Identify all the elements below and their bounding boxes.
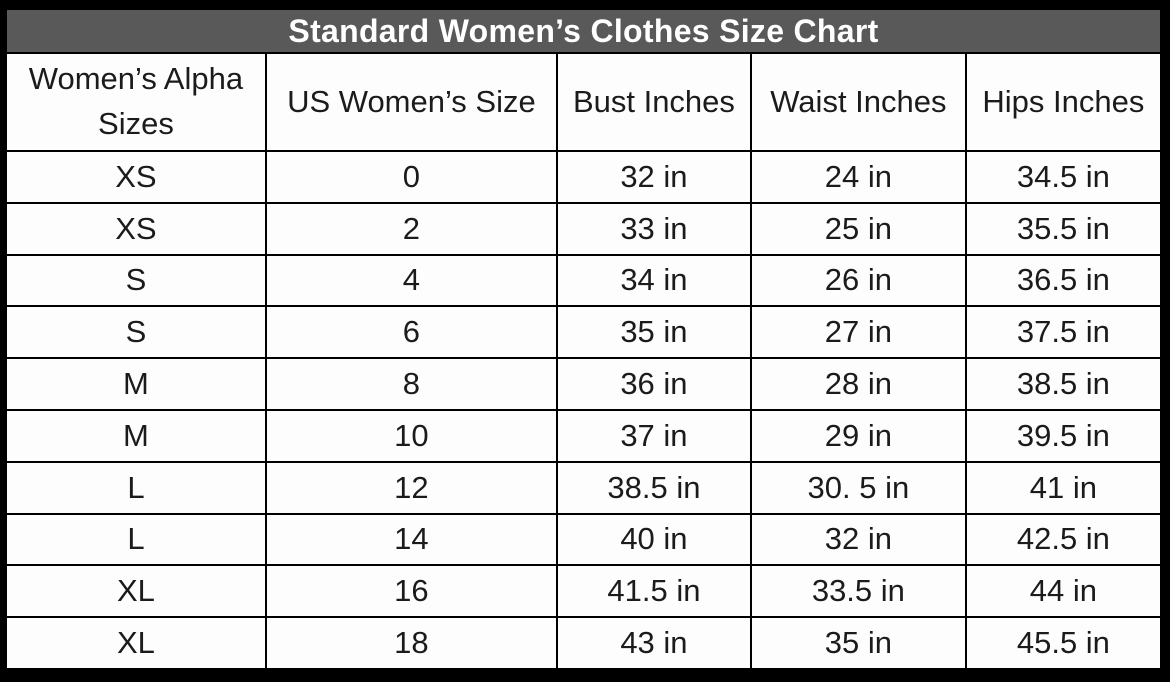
column-header-hips: Hips Inches [964, 52, 1163, 152]
cell-alpha-size: XS [5, 201, 267, 256]
table-row: XS 0 32 in 24 in 34.5 in [5, 150, 1163, 204]
cell-bust: 38.5 in [555, 460, 752, 515]
cell-bust: 33 in [555, 201, 752, 256]
cell-alpha-size: L [5, 512, 267, 567]
column-header-us-size: US Women’s Size [264, 52, 558, 152]
cell-waist: 27 in [749, 305, 967, 360]
cell-hips: 36.5 in [964, 253, 1163, 308]
cell-waist: 25 in [749, 201, 967, 256]
cell-hips: 39.5 in [964, 408, 1163, 463]
cell-hips: 35.5 in [964, 201, 1163, 256]
cell-waist: 29 in [749, 408, 967, 463]
cell-waist: 33.5 in [749, 564, 967, 619]
column-header-bust: Bust Inches [555, 52, 752, 152]
cell-alpha-size: L [5, 460, 267, 515]
cell-waist: 35 in [749, 616, 967, 670]
cell-bust: 32 in [555, 150, 752, 204]
header-row: Women’s Alpha Sizes US Women’s Size Bust I… [5, 52, 1163, 152]
title-row: Standard Women’s Clothes Size Chart [5, 8, 1162, 54]
cell-us-size: 4 [264, 253, 558, 308]
cell-us-size: 10 [264, 408, 558, 463]
cell-hips: 38.5 in [964, 357, 1163, 411]
cell-us-size: 18 [264, 616, 558, 670]
cell-alpha-size: XL [5, 564, 267, 619]
cell-us-size: 6 [264, 305, 558, 360]
cell-alpha-size: XS [5, 150, 267, 204]
cell-bust: 41.5 in [555, 564, 752, 619]
cell-hips: 34.5 in [964, 150, 1163, 204]
table-title: Standard Women’s Clothes Size Chart [5, 8, 1162, 54]
table-body: XS 0 32 in 24 in 34.5 in XS 2 33 in 25 in 35.5 in… [5, 150, 1163, 670]
cell-alpha-size: M [5, 408, 267, 463]
cell-bust: 40 in [555, 512, 752, 567]
cell-hips: 44 in [964, 564, 1163, 619]
cell-bust: 43 in [555, 616, 752, 670]
cell-waist: 26 in [749, 253, 967, 308]
cell-hips: 41 in [964, 460, 1163, 515]
table-row: M 8 36 in 28 in 38.5 in [5, 357, 1163, 411]
table-row: XS 2 33 in 25 in 35.5 in [5, 201, 1163, 256]
cell-waist: 32 in [749, 512, 967, 567]
table-row: XL 16 41.5 in 33.5 in 44 in [5, 564, 1163, 619]
cell-waist: 28 in [749, 357, 967, 411]
column-header-alpha-size: Women’s Alpha Sizes [5, 52, 267, 152]
cell-us-size: 8 [264, 357, 558, 411]
size-chart-table: Standard Women’s Clothes Size Chart Wome… [5, 8, 1163, 670]
cell-us-size: 16 [264, 564, 558, 619]
table-row: XL 18 43 in 35 in 45.5 in [5, 616, 1163, 670]
cell-us-size: 12 [264, 460, 558, 515]
cell-bust: 37 in [555, 408, 752, 463]
column-header-waist: Waist Inches [749, 52, 967, 152]
cell-alpha-size: S [5, 253, 267, 308]
table-row: S 4 34 in 26 in 36.5 in [5, 253, 1163, 308]
cell-bust: 36 in [555, 357, 752, 411]
cell-hips: 42.5 in [964, 512, 1163, 567]
cell-waist: 24 in [749, 150, 967, 204]
cell-waist: 30. 5 in [749, 460, 967, 515]
cell-alpha-size: S [5, 305, 267, 360]
cell-bust: 34 in [555, 253, 752, 308]
cell-us-size: 2 [264, 201, 558, 256]
table-row: L 12 38.5 in 30. 5 in 41 in [5, 460, 1163, 515]
cell-us-size: 0 [264, 150, 558, 204]
cell-alpha-size: XL [5, 616, 267, 670]
table-row: M 10 37 in 29 in 39.5 in [5, 408, 1163, 463]
cell-hips: 37.5 in [964, 305, 1163, 360]
table-row: S 6 35 in 27 in 37.5 in [5, 305, 1163, 360]
cell-bust: 35 in [555, 305, 752, 360]
table-row: L 14 40 in 32 in 42.5 in [5, 512, 1163, 567]
cell-hips: 45.5 in [964, 616, 1163, 670]
cell-us-size: 14 [264, 512, 558, 567]
cell-alpha-size: M [5, 357, 267, 411]
